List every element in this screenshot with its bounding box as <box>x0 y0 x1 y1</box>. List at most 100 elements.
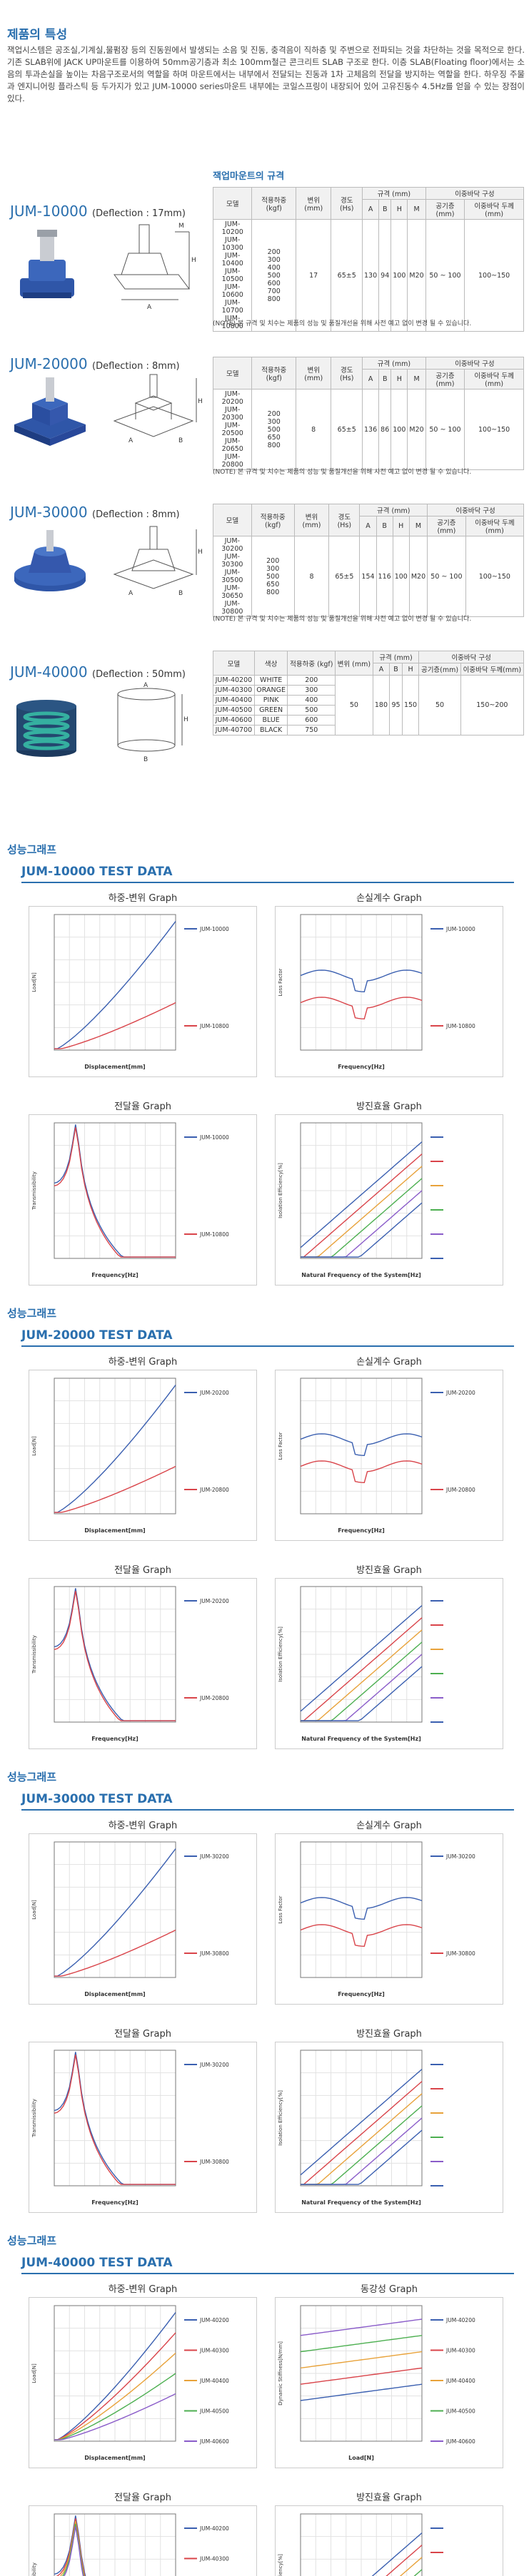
graph-3-3: Natural Frequency of the System[Hz]Isola… <box>275 2505 503 2576</box>
test-data-title-3: JUM-40000 TEST DATA <box>21 2256 173 2270</box>
x-axis-label: Frequency[Hz] <box>338 1527 385 1534</box>
svg-text:A: A <box>147 304 152 311</box>
series-line-0 <box>300 1897 423 1920</box>
svg-text:A: A <box>143 682 148 689</box>
series-line-1 <box>54 2332 176 2440</box>
series-line-5 <box>301 1202 423 1258</box>
table-note-1: (NOTE) 본 규격 및 치수는 제품의 성능 및 품질개선을 위해 사전 예… <box>213 320 472 327</box>
plot-frame <box>300 1122 423 1259</box>
perf-title-2: 성능그래프 <box>7 1771 57 1783</box>
plot-frame <box>54 2305 176 2442</box>
graph-title-1-0: 하중-변위 Graph <box>108 1357 178 1368</box>
series-line-4 <box>301 1654 423 1721</box>
graph-title-1-2: 전달율 Graph <box>114 1565 171 1576</box>
x-axis-label: Displacement[mm] <box>84 1527 145 1534</box>
graph-title-2-1: 손실계수 Graph <box>356 1821 422 1831</box>
test-data-rule-1 <box>21 1345 514 1347</box>
x-axis-label: Natural Frequency of the System[Hz] <box>301 2199 421 2206</box>
model-heading-3: JUM-30000 (Deflection : 8mm) <box>10 504 180 521</box>
graph-title-2-3: 방진효율 Graph <box>356 2029 422 2040</box>
y-axis-label: Isolation Efficiency[%] <box>278 2554 283 2576</box>
plot-frame <box>300 1586 423 1723</box>
mount-photo-3 <box>14 530 86 591</box>
series-line-1 <box>386 2545 423 2576</box>
x-axis-label: Frequency[Hz] <box>338 1064 385 1070</box>
legend-label: JUM-30200 <box>445 1853 475 1860</box>
series-line-1 <box>300 1460 423 1484</box>
table-note-2: (NOTE) 본 규격 및 치수는 제품의 성능 및 품질개선을 위해 사전 예… <box>213 469 472 476</box>
svg-text:H: H <box>183 716 188 723</box>
series-line-3 <box>61 2523 84 2576</box>
series-line-5 <box>301 2129 423 2185</box>
plot-frame <box>300 914 423 1051</box>
series-line-4 <box>301 1190 423 1258</box>
legend-label: JUM-20800 <box>199 1487 229 1493</box>
svg-text:M: M <box>178 223 184 230</box>
legend-label: JUM-20200 <box>199 1598 229 1604</box>
test-data-title-1: JUM-20000 TEST DATA <box>21 1328 173 1343</box>
legend-label: JUM-40500 <box>445 2408 475 2415</box>
plot-frame <box>300 2305 423 2442</box>
series-line-1 <box>54 2055 176 2185</box>
series-line-0 <box>300 1141 423 1248</box>
model-heading-4: JUM-40000 (Deflection : 50mm) <box>10 663 186 681</box>
y-axis-label: Loss Factor <box>278 1432 283 1460</box>
legend-label: JUM-30800 <box>199 1950 229 1957</box>
section-title: 제품의 특성 <box>7 28 68 42</box>
graph-title-0-1: 손실계수 Graph <box>356 893 422 904</box>
series-line-1 <box>54 1591 176 1721</box>
plot-frame <box>54 1841 176 1978</box>
plot-frame <box>300 2050 423 2186</box>
y-axis-label: Isolation Efficiency[%] <box>278 2090 283 2146</box>
svg-text:H: H <box>191 257 196 264</box>
series-line-0 <box>300 2383 423 2401</box>
series-line-3 <box>301 1178 423 1258</box>
y-axis-label: Load[N] <box>31 1900 37 1920</box>
plot-frame <box>54 1586 176 1723</box>
plot-frame <box>54 2513 176 2576</box>
perf-title-3: 성능그래프 <box>7 2234 57 2247</box>
series-line-4 <box>301 2117 423 2185</box>
series-line-0 <box>300 2069 423 2176</box>
series-line-3 <box>301 2105 423 2185</box>
legend-label: JUM-30200 <box>199 1853 229 1860</box>
legend-label: JUM-20200 <box>445 1390 475 1396</box>
svg-text:H: H <box>198 398 203 405</box>
x-axis-label: Frequency[Hz] <box>338 1991 385 1997</box>
y-axis-label: Isolation Efficiency[%] <box>278 1626 283 1682</box>
series-line-1 <box>54 1127 176 1258</box>
series-line-0 <box>54 1848 176 1977</box>
x-axis-label: Displacement[mm] <box>84 1064 145 1070</box>
series-line-1 <box>300 2367 423 2385</box>
graph-0-0: Displacement[mm] Load[N] JUM-10000 JUM-1080… <box>29 906 257 1077</box>
graph-1-2: Frequency[Hz] Transmissibility JUM-20200 JU… <box>29 1578 257 1749</box>
series-line-0 <box>371 2532 423 2576</box>
graph-1-3: Natural Frequency of the System[Hz] Isola… <box>275 1578 503 1749</box>
legend-label: JUM-10000 <box>199 1134 229 1141</box>
graph-3-2: Frequency[Hz]TransmissibilityJUM-40200JU… <box>29 2505 257 2576</box>
y-axis-label: Transmissibility <box>31 2099 37 2138</box>
series-line-0 <box>300 1433 423 1457</box>
series-line-0 <box>54 921 176 1049</box>
series-line-0 <box>54 1588 176 1721</box>
x-axis-label: Displacement[mm] <box>84 1991 145 1997</box>
series-line-0 <box>300 1605 423 1712</box>
graph-title-0-0: 하중-변위 Graph <box>108 893 178 904</box>
y-axis-label: Load[N] <box>31 2363 37 2383</box>
y-axis-label: Loss Factor <box>278 968 283 996</box>
graph-2-3: Natural Frequency of the System[Hz] Isola… <box>275 2042 503 2213</box>
series-line-2 <box>300 2351 423 2369</box>
series-line-3 <box>413 2569 423 2576</box>
series-line-0 <box>54 2515 86 2576</box>
test-data-title-2: JUM-30000 TEST DATA <box>21 1792 173 1806</box>
series-line-4 <box>64 2526 84 2576</box>
svg-text:B: B <box>143 756 148 763</box>
series-line-0 <box>300 969 423 993</box>
intro-text: 잭업시스템은 공조실,기계실,물펌장 등의 진동원에서 발생되는 소음 및 진동… <box>7 45 525 103</box>
series-line-1 <box>54 1929 176 1977</box>
plot-frame <box>300 1841 423 1978</box>
legend-label: JUM-10000 <box>199 926 229 932</box>
graph-3-0: Displacement[mm] Load[N] JUM-40200 JUM-4030… <box>29 2297 257 2468</box>
graph-title-1-3: 방진효율 Graph <box>356 1565 422 1576</box>
graph-title-3-3: 방진효율 Graph <box>356 2493 422 2503</box>
